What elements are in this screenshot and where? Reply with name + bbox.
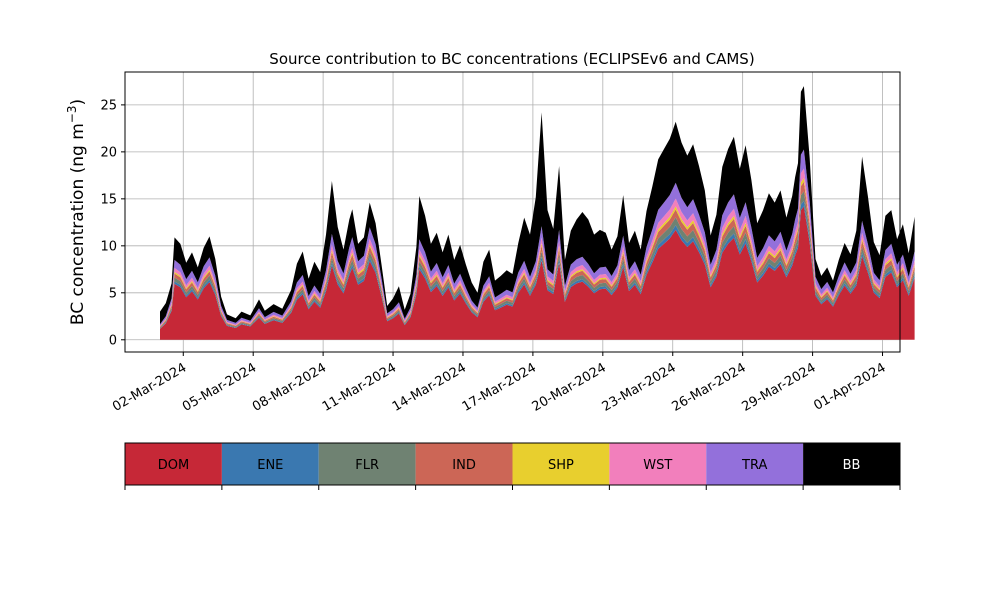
- legend-swatch-shp: [512, 443, 610, 485]
- y-axis-label: BC concentration (ng m−3): [65, 99, 88, 325]
- y-tick-label: 20: [100, 145, 117, 160]
- legend-label-tra: TRA: [741, 458, 767, 473]
- x-tick-label: 11-Mar-2024: [320, 360, 399, 414]
- y-tick-label: 15: [100, 192, 117, 207]
- legend-swatch-flr: [318, 443, 416, 485]
- x-tick-label: 05-Mar-2024: [180, 360, 259, 414]
- y-axis-label-exponent: −3: [65, 105, 79, 123]
- x-tick-label: 14-Mar-2024: [390, 360, 469, 414]
- legend-swatch-ind: [415, 443, 513, 485]
- x-tick-label: 23-Mar-2024: [600, 360, 679, 414]
- y-axis-label-text: BC concentration (ng m: [68, 123, 88, 325]
- legend-swatch-dom: [125, 443, 222, 485]
- x-tick-label: 02-Mar-2024: [110, 360, 189, 414]
- legend-colorbar: DOM ENE FLR IND SHP WST TRA BB: [124, 442, 901, 490]
- y-tick-label: 0: [109, 333, 117, 348]
- y-tick-label: 5: [109, 286, 117, 301]
- legend-swatch-ene: [221, 443, 319, 485]
- legend-label-ind: IND: [452, 458, 476, 473]
- x-tick-label: 20-Mar-2024: [530, 360, 609, 414]
- stacked-area-layer: [160, 86, 915, 340]
- y-axis-label-close: ): [68, 99, 88, 106]
- area-series-bb: [160, 86, 915, 325]
- legend-label-dom: DOM: [158, 458, 189, 473]
- legend-swatch-tra: [706, 443, 804, 485]
- y-axis-ticks: 0 5 10 15 20 25: [100, 98, 125, 348]
- x-tick-label: 17-Mar-2024: [460, 360, 539, 414]
- legend-label-flr: FLR: [355, 458, 379, 473]
- x-tick-label: 08-Mar-2024: [250, 360, 329, 414]
- y-tick-label: 10: [100, 239, 117, 254]
- x-tick-label: 01-Apr-2024: [811, 360, 888, 413]
- x-tick-label: 26-Mar-2024: [670, 360, 749, 414]
- x-axis-ticks: 02-Mar-202405-Mar-202408-Mar-202411-Mar-…: [110, 352, 889, 415]
- axes-frame: [124, 71, 901, 353]
- legend-swatch-wst: [609, 443, 707, 485]
- legend-label-wst: WST: [643, 458, 672, 473]
- legend-label-shp: SHP: [548, 458, 574, 473]
- legend-label-ene: ENE: [257, 458, 283, 473]
- legend-swatch-bb: [803, 443, 900, 485]
- x-tick-label: 29-Mar-2024: [739, 360, 818, 414]
- y-tick-label: 25: [100, 98, 117, 113]
- legend-label-bb: BB: [843, 458, 861, 473]
- chart-title: Source contribution to BC concentrations…: [269, 50, 754, 68]
- area-series-dom: [160, 206, 915, 340]
